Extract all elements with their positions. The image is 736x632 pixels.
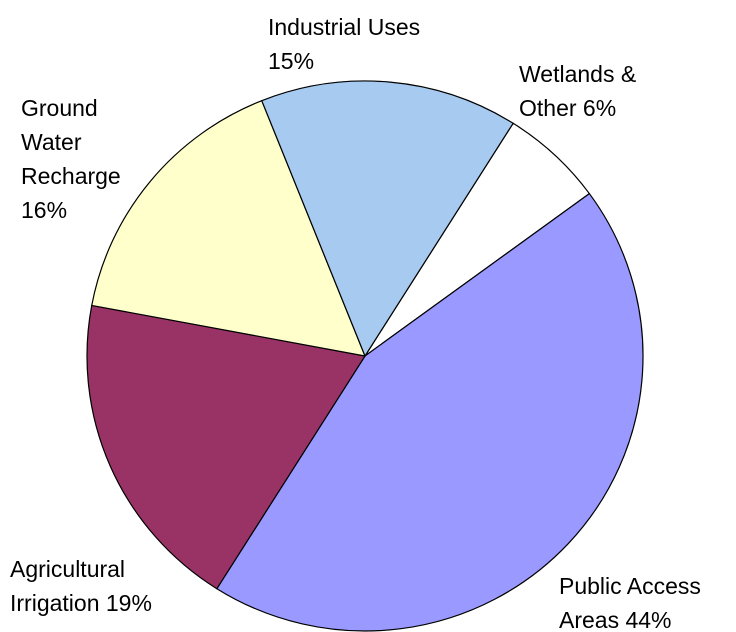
- slice-label-line: Other 6%: [519, 95, 616, 121]
- pie-labels: Wetlands & Other 6% Public Access Areas 44%…: [10, 14, 701, 632]
- slice-label-line: 15%: [268, 48, 314, 74]
- pie-slices: [86, 80, 644, 632]
- slice-label-4: Industrial Uses 15%: [268, 14, 420, 74]
- slice-label-line: Wetlands &: [519, 61, 636, 87]
- slice-label-1: Public Access Areas 44%: [559, 573, 701, 632]
- slice-label-line: Irrigation 19%: [10, 590, 152, 616]
- slice-label-line: Public Access: [559, 573, 701, 599]
- pie-slice-1: [216, 192, 644, 632]
- slice-label-3: Ground Water Recharge 16%: [21, 95, 121, 223]
- slice-label-line: Water: [21, 129, 82, 155]
- slice-label-line: 16%: [21, 197, 67, 223]
- slice-label-2: Agricultural Irrigation 19%: [10, 556, 152, 616]
- slice-label-line: Recharge: [21, 163, 121, 189]
- slice-label-line: Ground: [21, 95, 98, 121]
- pie-slice-2: [86, 304, 366, 590]
- pie-slice-4: [261, 80, 514, 357]
- pie-slice-3: [91, 100, 366, 357]
- slice-label-line: Agricultural: [10, 556, 125, 582]
- slice-label-0: Wetlands & Other 6%: [519, 61, 636, 121]
- slice-label-line: Areas 44%: [559, 607, 672, 632]
- slice-label-line: Industrial Uses: [268, 14, 420, 40]
